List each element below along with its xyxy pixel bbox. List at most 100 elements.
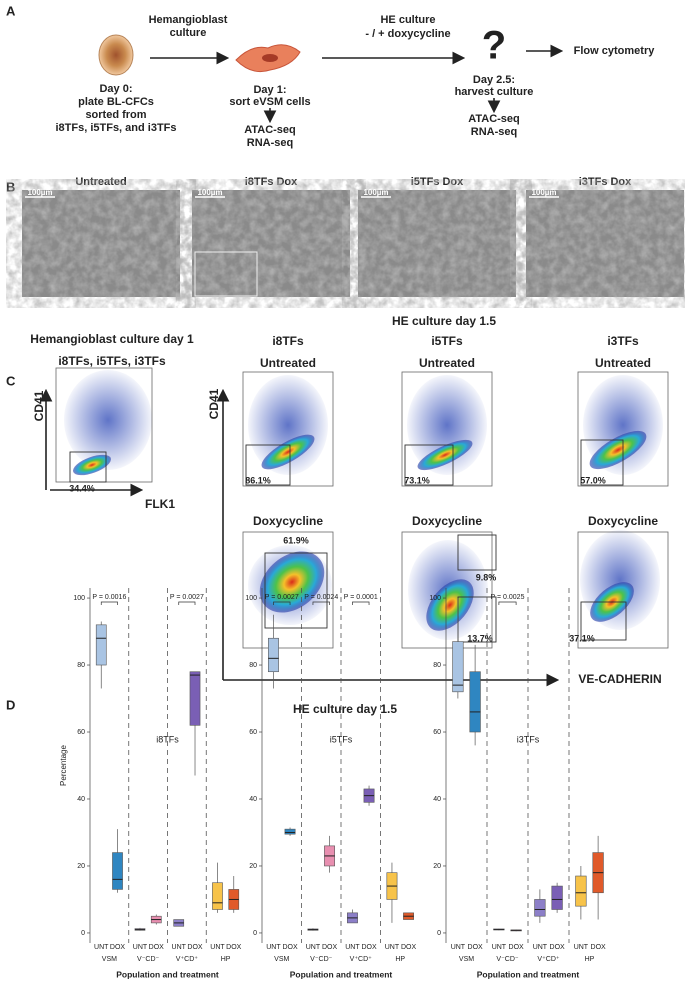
y-tick-label: 100 [245,595,257,602]
treatment-label: DOX [282,944,298,951]
chart-title: i3TFs [517,734,540,744]
treatment-label: DOX [550,944,566,951]
treatment-label: DOX [110,944,126,951]
significance-bracket [100,601,118,605]
axis-label: CD41 [32,390,46,421]
gate-label: 34.4% [69,483,95,493]
treatment-label: DOX [226,944,242,951]
step-text: sort eVSM cells [229,96,310,108]
treatment-label: UNT [385,944,400,951]
scale-label: 100µm [197,188,222,197]
significance-bracket [498,601,517,605]
treatment-label: UNT [210,944,225,951]
step-text: Day 0: [99,83,132,95]
box [452,641,464,693]
significance-bracket [352,601,370,605]
density-core [261,434,315,470]
x-axis-label: Population and treatment [477,969,580,979]
panel-label: B [6,179,15,194]
box [551,885,563,910]
column-title: i3TFs [607,334,639,348]
step-text: RNA-seq [247,137,293,149]
step-text: ATAC-seq [244,124,296,136]
density-cloud [248,375,328,475]
plot-title: Hemangioblast culture day 1 [30,332,194,346]
condition-title: Doxycycline [412,514,482,528]
box [469,671,481,733]
scale-label: 100µm [363,188,388,197]
column-title: i5TFs [431,334,463,348]
y-tick-label: 100 [429,595,441,602]
group-label: V⁻CD⁻ [137,956,159,963]
step-text: Day 1: [253,84,286,96]
treatment-label: DOX [361,944,377,951]
step-text: i8TFs, i5TFs, and i3TFs [55,122,176,134]
box [534,899,546,917]
y-tick-label: 100 [73,595,85,602]
p-value: P = 0.0027 [265,594,299,601]
density-cloud [64,370,152,470]
gate-label: 57.0% [580,475,606,485]
group-label: HP [585,956,595,963]
group-label: V⁻CD⁻ [496,956,518,963]
gate-label: 86.1% [245,475,271,485]
step-text: RNA-seq [471,126,517,138]
step-text: sorted from [85,109,146,121]
condition-title: Untreated [260,356,316,370]
gate-label: 9.8% [476,572,497,582]
group-label: V⁺CD⁺ [537,956,559,963]
box [189,671,201,726]
image-title: i3TFs Dox [579,176,632,188]
y-tick-label: 60 [249,729,257,736]
group-label: HP [395,956,405,963]
treatment-label: UNT [451,944,466,951]
y-tick-label: 80 [249,662,257,669]
y-axis-label: Percentage [59,744,68,785]
image-title: i8TFs Dox [245,176,298,188]
density-core [589,430,647,470]
treatment-label: UNT [574,944,589,951]
cell-icon [98,34,134,76]
box [284,828,296,835]
treatment-label: DOX [187,944,203,951]
step-text: Flow cytometry [574,45,656,57]
condition-title: Doxycycline [588,514,658,528]
treatment-label: UNT [306,944,321,951]
p-value: P = 0.0001 [344,594,378,601]
gate [69,451,107,483]
treatment-label: UNT [94,944,109,951]
treatment-label: DOX [401,944,417,951]
box [212,882,223,910]
gate [245,444,291,486]
scale-label: 100µm [27,188,52,197]
p-value: P = 0.0016 [92,594,126,601]
step-text: - / + doxycycline [365,28,450,40]
p-value: P = 0.0027 [170,594,204,601]
y-tick-label: 80 [433,662,441,669]
gate-label: 61.9% [283,535,309,545]
micrograph-texture [22,190,180,297]
treatment-label: DOX [509,944,525,951]
group-label: VSM [274,956,289,963]
step-text: plate BL-CFCs [78,96,154,108]
significance-bracket [273,601,291,605]
y-tick-label: 80 [77,662,85,669]
group-label: VSM [459,956,474,963]
axis-label: FLK1 [145,497,175,511]
gate [264,552,328,629]
panel-title: HE culture day 1.5 [293,702,397,716]
p-value: P = 0.0025 [491,594,525,601]
panel-label: A [6,3,16,18]
chart-title: i8TFs [156,734,179,744]
gate-label: 37.1% [569,633,595,643]
axis-label: CD41 [207,388,221,419]
treatment-label: DOX [468,944,484,951]
group-label: HP [221,956,231,963]
significance-bracket [312,601,330,605]
y-tick-label: 0 [81,930,85,937]
group-label: V⁺CD⁺ [176,956,198,963]
inset-box [194,251,258,297]
group-label: V⁻CD⁻ [310,956,332,963]
significance-bracket [178,601,196,605]
box [95,624,107,666]
